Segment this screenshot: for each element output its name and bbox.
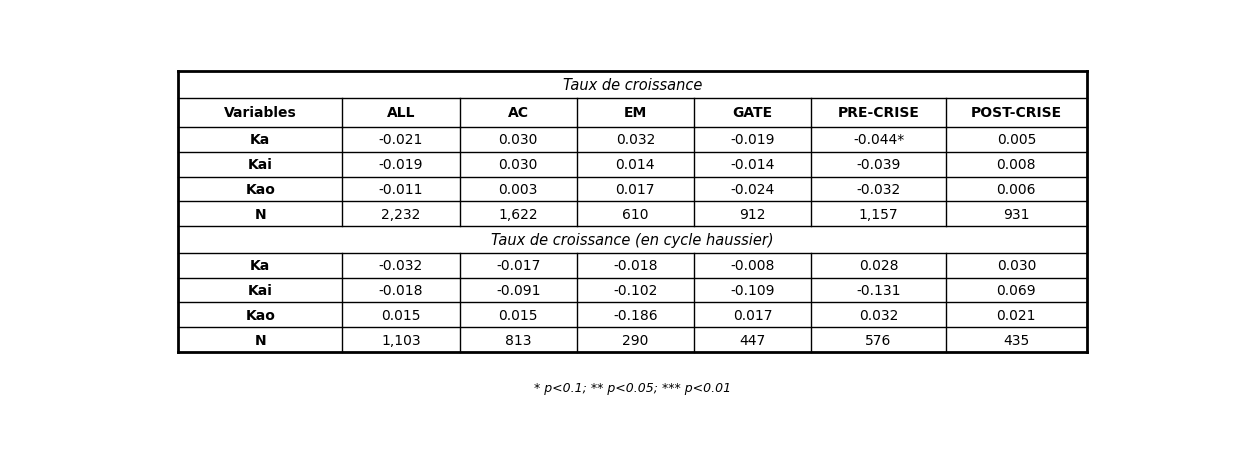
Text: 0.006: 0.006 [997, 182, 1037, 197]
Text: -0.109: -0.109 [731, 283, 775, 297]
Text: -0.186: -0.186 [613, 308, 658, 322]
Text: -0.011: -0.011 [379, 182, 423, 197]
Text: -0.032: -0.032 [379, 258, 423, 273]
Text: -0.021: -0.021 [379, 133, 423, 147]
Text: 1,103: 1,103 [381, 333, 421, 347]
Text: Taux de croissance: Taux de croissance [563, 78, 702, 93]
Text: 290: 290 [622, 333, 649, 347]
Text: -0.044*: -0.044* [853, 133, 905, 147]
Text: Kai: Kai [248, 283, 273, 297]
Text: 0.028: 0.028 [859, 258, 898, 273]
Text: -0.091: -0.091 [496, 283, 540, 297]
Text: AC: AC [507, 106, 528, 120]
Text: 0.030: 0.030 [499, 133, 538, 147]
Text: -0.024: -0.024 [731, 182, 775, 197]
Text: EM: EM [623, 106, 647, 120]
Text: -0.017: -0.017 [496, 258, 540, 273]
Text: 0.008: 0.008 [997, 158, 1037, 172]
Text: -0.039: -0.039 [856, 158, 901, 172]
Text: Ka: Ka [251, 133, 270, 147]
Text: 0.069: 0.069 [997, 283, 1037, 297]
Text: 0.017: 0.017 [616, 182, 655, 197]
Text: POST-CRISE: POST-CRISE [971, 106, 1062, 120]
Text: 0.015: 0.015 [499, 308, 538, 322]
Text: -0.018: -0.018 [613, 258, 658, 273]
Text: 813: 813 [505, 333, 532, 347]
Text: 435: 435 [1003, 333, 1029, 347]
Text: Ka: Ka [251, 258, 270, 273]
Text: -0.102: -0.102 [613, 283, 658, 297]
Text: -0.019: -0.019 [731, 133, 775, 147]
Text: 576: 576 [865, 333, 892, 347]
Text: Taux de croissance (en cycle haussier): Taux de croissance (en cycle haussier) [491, 233, 774, 248]
Text: -0.032: -0.032 [856, 182, 901, 197]
Text: 1,157: 1,157 [859, 207, 898, 222]
Text: 0.030: 0.030 [997, 258, 1037, 273]
Text: 1,622: 1,622 [499, 207, 538, 222]
Text: 931: 931 [1003, 207, 1029, 222]
Text: -0.131: -0.131 [856, 283, 901, 297]
Text: 0.032: 0.032 [616, 133, 655, 147]
Text: -0.008: -0.008 [731, 258, 775, 273]
Text: GATE: GATE [733, 106, 772, 120]
Text: 912: 912 [739, 207, 766, 222]
Text: 447: 447 [739, 333, 766, 347]
Text: 0.003: 0.003 [499, 182, 538, 197]
Text: 2,232: 2,232 [381, 207, 421, 222]
Text: -0.019: -0.019 [379, 158, 423, 172]
Text: 0.015: 0.015 [381, 308, 421, 322]
Text: * p<0.1; ** p<0.05; *** p<0.01: * p<0.1; ** p<0.05; *** p<0.01 [534, 381, 731, 394]
Text: -0.018: -0.018 [379, 283, 423, 297]
Text: PRE-CRISE: PRE-CRISE [838, 106, 919, 120]
Text: Kai: Kai [248, 158, 273, 172]
Text: -0.014: -0.014 [731, 158, 775, 172]
Text: 0.005: 0.005 [997, 133, 1037, 147]
Text: Kao: Kao [246, 308, 275, 322]
Text: 0.021: 0.021 [997, 308, 1037, 322]
Text: ALL: ALL [386, 106, 415, 120]
Text: 0.017: 0.017 [733, 308, 772, 322]
Text: 610: 610 [622, 207, 649, 222]
Text: 0.030: 0.030 [499, 158, 538, 172]
Text: 0.032: 0.032 [859, 308, 898, 322]
Text: Variables: Variables [223, 106, 296, 120]
Text: N: N [254, 333, 267, 347]
Text: N: N [254, 207, 267, 222]
Text: Kao: Kao [246, 182, 275, 197]
Text: 0.014: 0.014 [616, 158, 655, 172]
